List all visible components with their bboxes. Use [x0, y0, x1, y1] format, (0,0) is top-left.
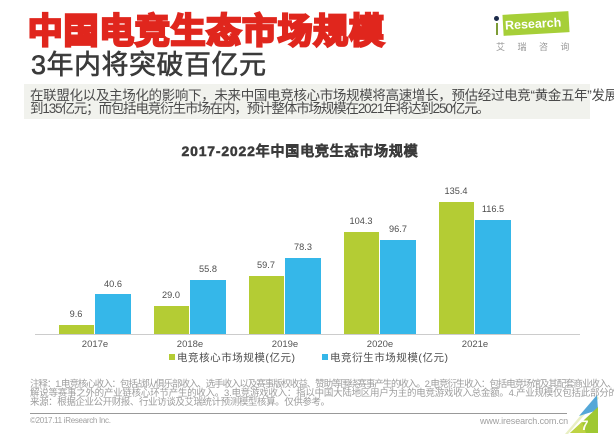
- svg-text:7: 7: [581, 418, 589, 433]
